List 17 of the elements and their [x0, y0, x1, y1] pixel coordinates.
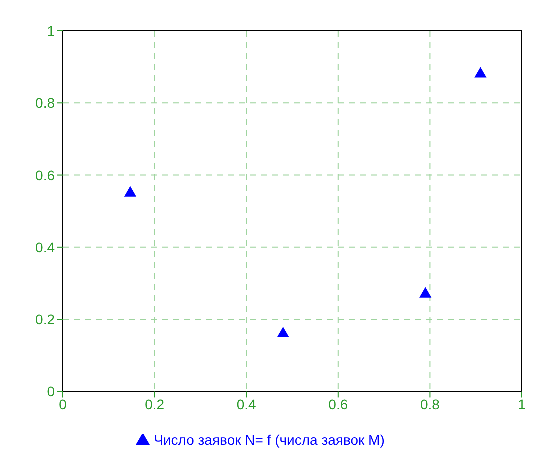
x-tick-label: 0.8: [420, 396, 440, 413]
x-tick-label: 0.2: [145, 396, 165, 413]
point: [420, 287, 432, 298]
y-tick-label: 1: [47, 22, 56, 39]
x-tick-label: 0.6: [328, 396, 348, 413]
point: [124, 186, 137, 197]
point: [277, 326, 290, 338]
x-tick-label: 0.4: [236, 396, 257, 413]
y-tick-label: 0.8: [36, 95, 56, 112]
y-tick-label: 0.4: [36, 239, 56, 256]
x-tick-label: 0: [59, 396, 68, 413]
y-tick-label: 0: [47, 384, 56, 400]
y-tick-label: 0.6: [36, 167, 56, 184]
legend-label: Число заявок N= f (числа заявок M): [154, 432, 385, 448]
point: [474, 67, 487, 78]
y-tick-label: 0.2: [36, 312, 56, 328]
x-tick-label: 1: [518, 396, 526, 413]
